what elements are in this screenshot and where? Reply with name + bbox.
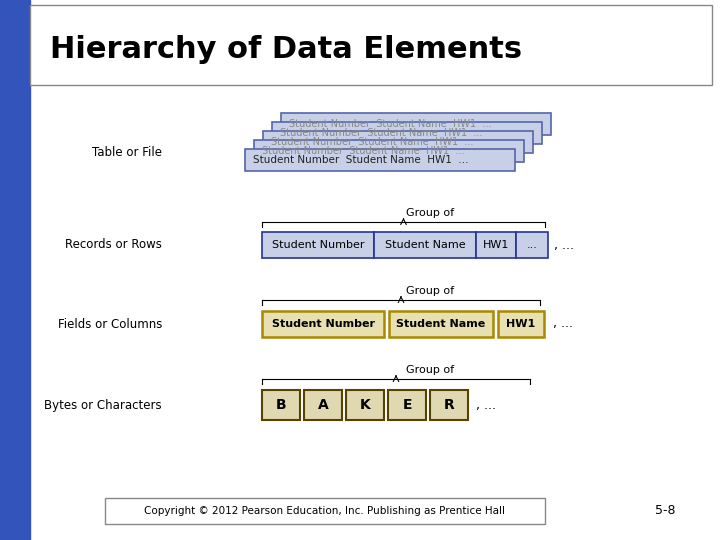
Bar — [498, 311, 544, 337]
Text: Student Name: Student Name — [397, 319, 485, 329]
Bar — [262, 311, 384, 337]
Text: , ...: , ... — [476, 399, 496, 411]
Bar — [0, 0, 30, 540]
Bar — [272, 122, 542, 144]
Text: Copyright © 2012 Pearson Education, Inc. Publishing as Prentice Hall: Copyright © 2012 Pearson Education, Inc.… — [145, 506, 505, 516]
Bar — [105, 498, 545, 524]
Text: Student Number  Student Name  HW1  ...: Student Number Student Name HW1 ... — [271, 137, 473, 147]
Text: HW1: HW1 — [506, 319, 536, 329]
Text: Student Number: Student Number — [271, 319, 374, 329]
Bar — [262, 390, 300, 420]
Bar — [263, 131, 533, 153]
Text: Student Number: Student Number — [271, 240, 364, 250]
Text: K: K — [359, 398, 370, 412]
Text: , ...: , ... — [553, 318, 573, 330]
Bar — [245, 149, 515, 171]
Bar — [388, 390, 426, 420]
Text: E: E — [402, 398, 412, 412]
Text: R: R — [444, 398, 454, 412]
Text: B: B — [276, 398, 287, 412]
Text: Student Number  Student Name  HW1  ...: Student Number Student Name HW1 ... — [289, 119, 491, 129]
Bar — [304, 390, 342, 420]
Bar — [346, 390, 384, 420]
Text: Bytes or Characters: Bytes or Characters — [45, 399, 162, 411]
Bar — [262, 232, 374, 258]
Bar — [374, 232, 476, 258]
Text: Student Name: Student Name — [384, 240, 465, 250]
Text: 5-8: 5-8 — [654, 504, 675, 517]
Bar — [430, 390, 468, 420]
Text: Group of: Group of — [406, 365, 454, 375]
Bar — [254, 140, 524, 162]
Text: Student Number  Student Name  HW1  ...: Student Number Student Name HW1 ... — [262, 146, 464, 156]
Text: Hierarchy of Data Elements: Hierarchy of Data Elements — [50, 36, 522, 64]
Bar — [30, 5, 712, 85]
Text: Table or File: Table or File — [92, 145, 162, 159]
Text: , ...: , ... — [554, 239, 574, 252]
Text: ...: ... — [526, 240, 537, 250]
Text: Records or Rows: Records or Rows — [65, 239, 162, 252]
Text: Student Number  Student Name  HW1  ...: Student Number Student Name HW1 ... — [253, 155, 469, 165]
Text: Group of: Group of — [406, 286, 454, 296]
Bar — [516, 232, 548, 258]
Bar — [389, 311, 493, 337]
Text: Group of: Group of — [406, 208, 454, 218]
Bar — [476, 232, 516, 258]
Text: Fields or Columns: Fields or Columns — [58, 318, 162, 330]
Text: HW1: HW1 — [483, 240, 509, 250]
Text: Student Number  Student Name  HW1  ...: Student Number Student Name HW1 ... — [280, 128, 482, 138]
Text: A: A — [318, 398, 328, 412]
Bar — [281, 113, 551, 135]
